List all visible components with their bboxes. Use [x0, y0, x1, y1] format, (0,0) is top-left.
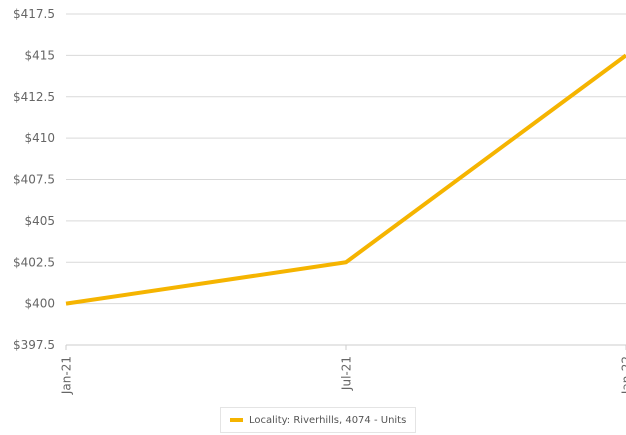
legend-swatch: [230, 418, 243, 422]
legend-label: Locality: Riverhills, 4074 - Units: [249, 414, 407, 426]
x-tick-label: Jul-21: [340, 356, 354, 391]
legend[interactable]: Locality: Riverhills, 4074 - Units: [220, 407, 417, 433]
x-tick-label: Jan-21: [60, 356, 74, 395]
y-tick-label: $405: [24, 214, 55, 228]
y-tick-label: $400: [24, 297, 55, 311]
series-layer: [65, 53, 626, 306]
series-line[interactable]: [65, 53, 626, 306]
gridlines: [66, 13, 626, 346]
y-axis-ticks: $397.5 $400 $402.5 $405 $407.5 $410 $412.5 $415…: [13, 7, 55, 352]
y-tick-label: $402.5: [13, 255, 55, 269]
y-tick-label: $412.5: [13, 90, 55, 104]
y-tick-label: $410: [24, 131, 55, 145]
y-tick-label: $415: [24, 48, 55, 62]
y-tick-label: $417.5: [13, 7, 55, 21]
y-tick-label: $397.5: [13, 338, 55, 352]
y-tick-label: $407.5: [13, 173, 55, 187]
x-tick-label: Jan-22: [620, 356, 626, 395]
x-axis: Jan-21 Jul-21 Jan-22: [60, 344, 626, 395]
